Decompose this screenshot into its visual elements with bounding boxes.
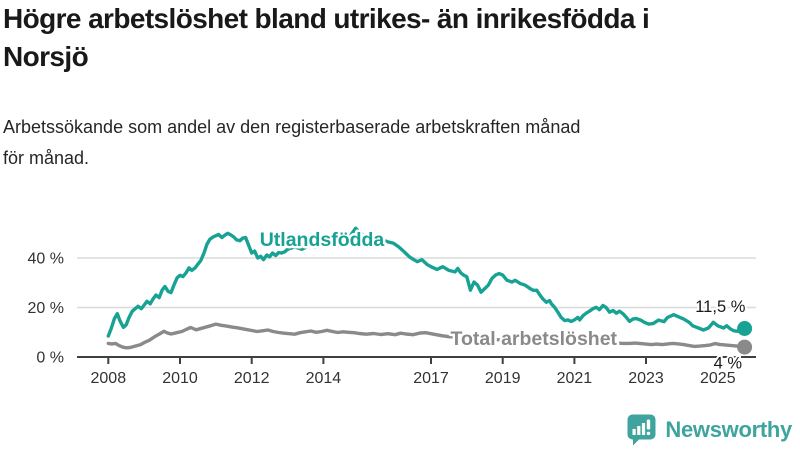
series-line-utlandsfodda	[106, 226, 747, 338]
end-value-label-total-arbetsloshet: 4 %	[714, 354, 743, 372]
end-value-label-utlandsfodda: 11,5 %	[695, 298, 745, 316]
series-label-total-arbetsloshet: Total arbetslöshet	[451, 328, 618, 350]
title-line-1: Högre arbetslöshet bland utrikes- än inr…	[3, 3, 650, 34]
x-tick-label: 2019	[485, 370, 521, 387]
series-label-utlandsfodda: Utlandsfödda	[260, 229, 385, 251]
x-tick-label: 2008	[91, 370, 127, 387]
newsworthy-logo: Newsworthy	[626, 413, 792, 446]
y-tick-label: 20 %	[28, 300, 64, 317]
page-title: Högre arbetslöshet bland utrikes- än inr…	[3, 0, 797, 76]
bar-chart-bubble-icon	[627, 414, 656, 446]
subtitle-line-2: för månad.	[3, 148, 90, 168]
chart-subtitle: Arbetssökande som andel av den registerb…	[3, 112, 789, 174]
end-dot-utlandsfodda	[737, 321, 753, 336]
x-tick-label: 2017	[413, 370, 449, 387]
series-line-total-arbetsloshet	[106, 322, 747, 350]
x-tick-label: 2014	[306, 370, 342, 387]
x-tick-label: 2021	[557, 370, 593, 387]
x-tick-label: 2023	[628, 370, 664, 387]
logo-text: Newsworthy	[665, 416, 792, 442]
line-chart: 2008 2010 2012 2014 2017 2019 2021 2023 2025 0 % 2…	[28, 226, 756, 387]
subtitle-line-1: Arbetssökande som andel av den registerb…	[3, 117, 581, 137]
title-line-2: Norsjö	[3, 41, 89, 72]
y-tick-label: 40 %	[28, 251, 64, 268]
end-dot-total-arbetsloshet	[737, 339, 753, 355]
x-tick-label: 2012	[234, 370, 270, 387]
y-tick-label: 0 %	[36, 350, 64, 367]
x-tick-label: 2010	[162, 370, 198, 387]
x-tick-label: 2025	[700, 370, 736, 387]
